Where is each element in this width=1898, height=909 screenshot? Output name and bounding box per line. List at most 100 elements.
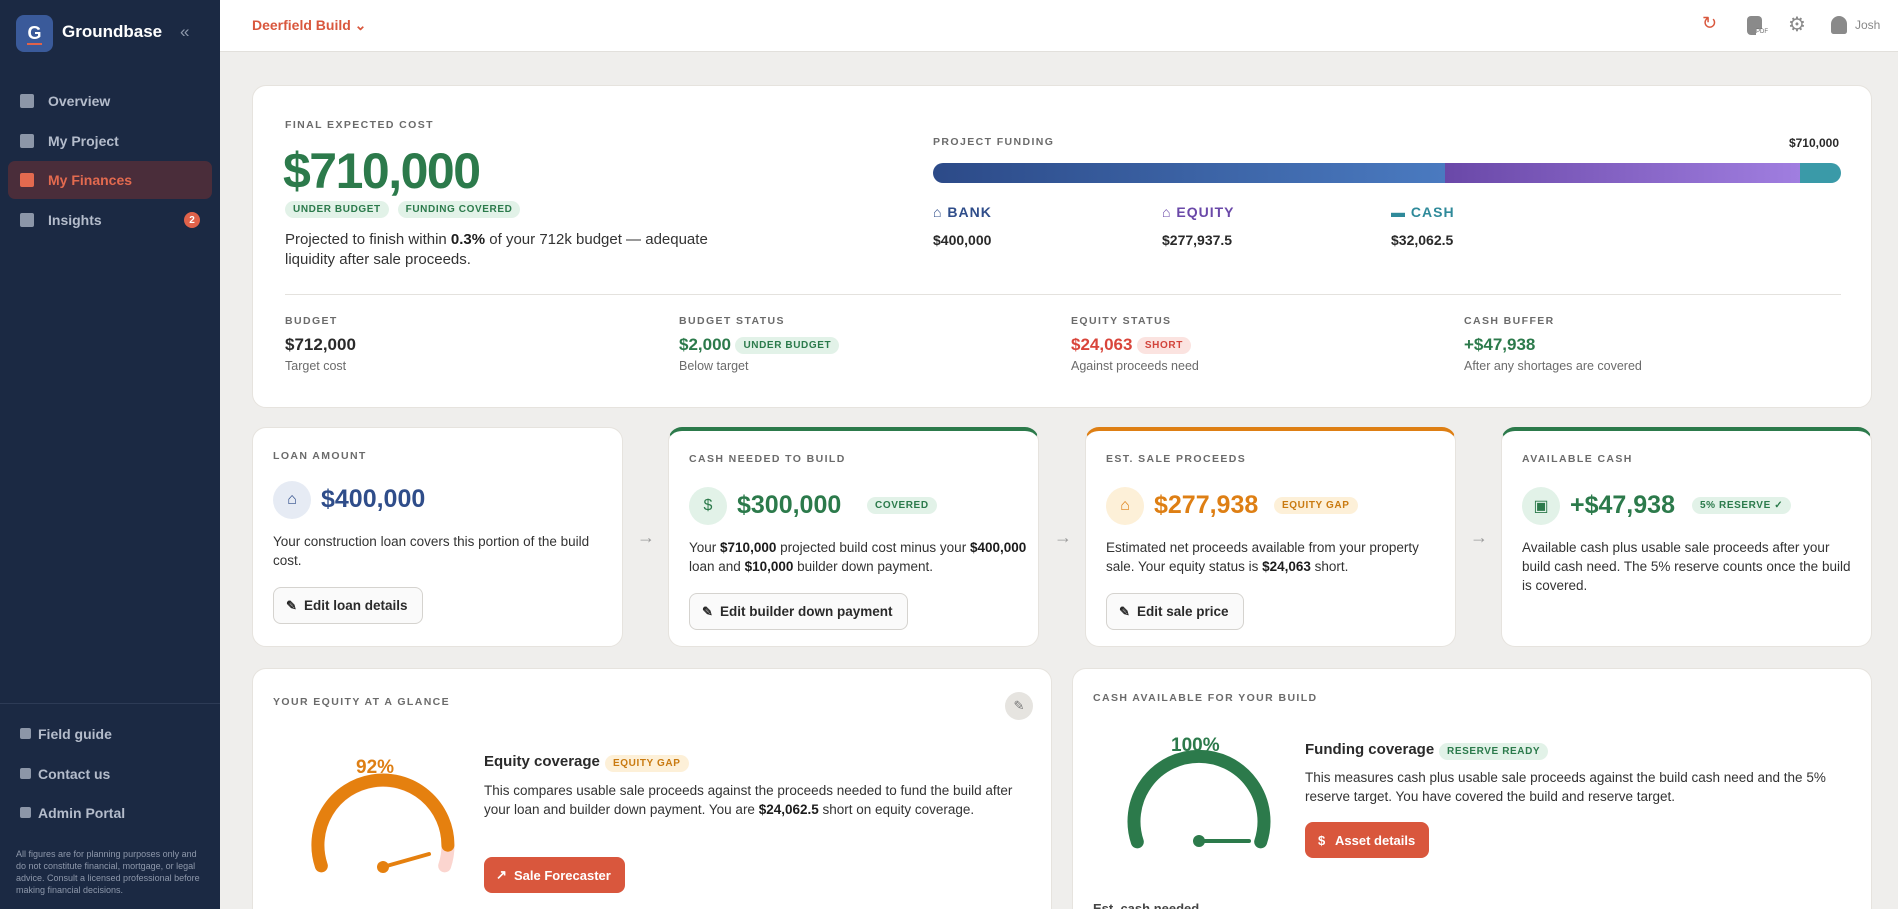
project-selector[interactable]: Deerfield Build ⌄ [252,17,367,33]
asset-details-button[interactable]: $ Asset details [1305,822,1430,858]
stat: CASH BUFFER +$47,938 After any shortages… [1464,315,1642,373]
pill: UNDER BUDGET [285,201,389,219]
title: Funding coverage [1305,741,1435,758]
stat-value: $2,000 [679,335,731,354]
sale-proceeds-card: EST. SALE PROCEEDS ⌂ $277,938 EQUITY GAP… [1085,427,1456,647]
stat-value: +$47,938 [1464,335,1536,354]
label: EST. SALE PROCEEDS [1106,453,1247,465]
settings-button[interactable]: ⚙ [1788,14,1806,36]
nav-icon [20,213,34,227]
source-name: ▬ CASH [1391,204,1455,220]
source-name: ⌂ EQUITY [1162,204,1235,220]
text: This compares usable sale proceeds again… [484,783,1013,817]
edit-button[interactable]: Edit builder down payment [689,593,908,630]
label: AVAILABLE CASH [1522,453,1633,465]
text: Your construction loan covers this porti… [273,532,608,570]
title: Equity coverage [484,753,600,770]
text: CASH [1410,204,1455,220]
gauge-needle [381,852,431,869]
footer-link[interactable]: Admin Portal [20,805,125,821]
cash-card: CASH AVAILABLE FOR YOUR BUILD 100% Fundi… [1072,668,1872,909]
cash-needed-card: CASH NEEDED TO BUILD $ $300,000 COVERED … [668,427,1039,647]
funding-bar [933,163,1841,183]
source-amount: $32,062.5 [1391,232,1454,248]
stat-value: $712,000 [285,335,356,354]
gauge [311,773,455,873]
edit-button[interactable]: Edit loan details [273,587,423,624]
element: COVERED [867,497,937,515]
text: 0.3% [450,231,486,248]
sale-forecaster-button[interactable]: ↗ Sale Forecaster [484,857,625,893]
pill: SHORT [1136,337,1191,355]
element: EQUITY GAP [1274,497,1358,515]
label: FINAL EXPECTED COST [285,119,434,131]
text: builder down payment. [793,559,933,574]
cash-segment [1800,163,1841,183]
stat-label: EQUITY STATUS [1071,315,1172,327]
footer-link[interactable]: Field guide [20,726,112,742]
user-avatar[interactable] [1831,16,1847,34]
stat-label: BUDGET [285,315,338,327]
text: $10,000 [744,559,794,574]
text: This measures cash plus usable sale proc… [1305,770,1826,804]
gauge [1127,749,1271,849]
project-name: Deerfield Build [252,17,351,33]
element: EQUITY GAP [605,755,689,773]
edit-button[interactable]: ✎ [1005,692,1033,720]
text: This measures cash plus usable sale proc… [1305,768,1845,806]
text: This compares usable sale proceeds again… [484,781,1014,819]
nav-item[interactable]: My Project [8,122,212,160]
label: YOUR EQUITY AT A GLANCE [273,696,451,708]
sidebar: G Groundbase « Overview My Project My Fi… [0,0,220,909]
pill: UNDER BUDGET [735,337,840,355]
pill: EQUITY GAP [605,755,689,773]
equity-segment [1444,163,1801,183]
total-cost: $710,000 [283,143,481,199]
text: projected build cost minus your [776,540,970,555]
arrow: → [637,527,655,547]
gauge-fill [1127,749,1271,849]
stat: BUDGET STATUS $2,000 UNDER BUDGET Below … [679,315,840,373]
element: $ [1318,832,1326,848]
element: RESERVE READY [1439,743,1549,761]
nav-item[interactable]: My Finances [8,161,212,199]
text: EQUITY [1176,204,1235,220]
text: short. [1310,559,1349,574]
summary-card: FINAL EXPECTED COST $710,000 UNDER BUDGE… [252,85,1872,408]
text: loan and [689,559,745,574]
text: of your 712k budget — adequate liquidity… [285,231,708,268]
text: $24,063 [1262,559,1311,574]
user-name[interactable]: Josh [1855,18,1881,32]
source-amount: $277,937.5 [1162,232,1233,248]
topbar: Deerfield Build ⌄ ↻ PDF ⚙ Josh [220,0,1898,52]
value: +$47,938 [1570,491,1675,519]
brand: Groundbase [62,22,163,41]
stat: BUDGET $712,000 Target cost [285,315,356,373]
footer-link[interactable]: Contact us [20,766,110,782]
collapse-button[interactable]: « [180,22,190,41]
funding-total: $710,000 [1788,136,1839,150]
gauge-percent: 92% [356,757,395,778]
nav-item[interactable]: Insights 2 [8,201,212,239]
source-amount: $400,000 [933,232,992,248]
pdf-button[interactable]: PDF [1747,16,1768,35]
disclaimer: All figures are for planning purposes on… [16,849,200,895]
stat-value: $24,063 [1071,335,1133,354]
text: Available cash plus usable sale proceeds… [1522,540,1851,593]
value: $277,938 [1154,491,1259,519]
element: ↗ [496,867,507,882]
logo[interactable]: G [16,15,53,52]
element: 5% RESERVE ✓ [1692,497,1792,515]
text: Available cash plus usable sale proceeds… [1522,538,1857,595]
nav-item[interactable]: Overview [8,82,212,120]
text: Projected to finish within [285,231,451,248]
refresh-button[interactable]: ↻ [1702,13,1718,33]
pill: FUNDING COVERED [397,201,521,219]
icon: ⌂ [273,481,311,519]
pills: UNDER BUDGET FUNDING COVERED [285,201,521,219]
nav-label: My Project [48,133,119,149]
edit-button[interactable]: Edit sale price [1106,593,1244,630]
value: $300,000 [737,491,842,519]
